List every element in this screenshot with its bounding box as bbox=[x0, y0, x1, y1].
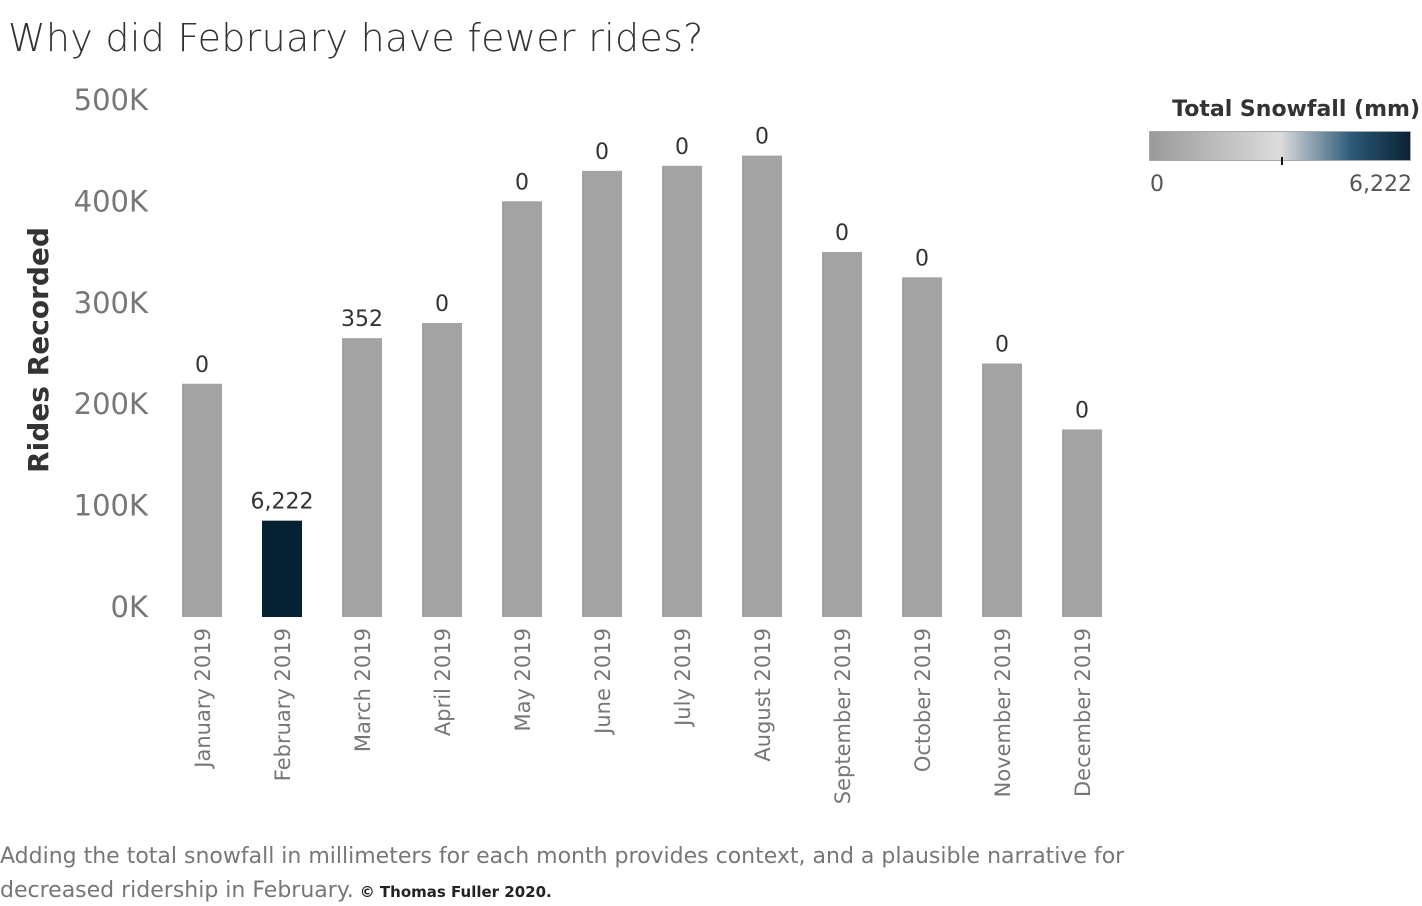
y-tick-label: 400K bbox=[74, 184, 149, 218]
x-axis: January 2019 February 2019 March 2019 April… bbox=[191, 628, 1095, 804]
data-labels: 0 6,222 352 0 0 0 0 0 0 0 0 0 bbox=[195, 125, 1089, 515]
bar bbox=[982, 363, 1022, 617]
x-tick-label: February 2019 bbox=[271, 628, 295, 781]
bar bbox=[582, 170, 622, 617]
caption: Adding the total snowfall in millimeters… bbox=[0, 840, 1140, 906]
y-tick-label: 0K bbox=[111, 590, 149, 624]
copyright-text: © Thomas Fuller 2020. bbox=[359, 883, 552, 901]
bar-data-label: 0 bbox=[1075, 398, 1089, 423]
bar-data-label: 0 bbox=[435, 292, 449, 317]
x-tick-label: December 2019 bbox=[1071, 628, 1095, 797]
bar-data-label: 0 bbox=[195, 353, 209, 378]
y-axis-title: Rides Recorded bbox=[22, 227, 55, 473]
x-tick-label: May 2019 bbox=[511, 628, 535, 732]
y-tick-label: 100K bbox=[74, 489, 149, 523]
bar bbox=[262, 520, 302, 617]
bar bbox=[1062, 429, 1102, 617]
x-tick-label: July 2019 bbox=[671, 628, 695, 728]
y-tick-label: 300K bbox=[74, 286, 149, 320]
legend-min-label: 0 bbox=[1150, 172, 1164, 197]
y-tick-label: 500K bbox=[74, 83, 149, 117]
x-tick-label: June 2019 bbox=[591, 628, 615, 736]
bar bbox=[742, 155, 782, 617]
x-tick-label: March 2019 bbox=[351, 628, 375, 752]
legend-marker bbox=[1281, 157, 1283, 165]
caption-text: Adding the total snowfall in millimeters… bbox=[0, 844, 1125, 903]
bar bbox=[342, 338, 382, 617]
x-tick-label: November 2019 bbox=[991, 628, 1015, 797]
bar-data-label: 352 bbox=[341, 307, 383, 332]
bar bbox=[502, 201, 542, 617]
bar bbox=[902, 277, 942, 617]
x-tick-label: April 2019 bbox=[431, 628, 455, 736]
bar bbox=[422, 322, 462, 617]
bar bbox=[182, 383, 222, 617]
x-tick-label: January 2019 bbox=[191, 628, 215, 770]
x-tick-label: October 2019 bbox=[911, 628, 935, 772]
y-axis: 0K 100K 200K 300K 400K 500K bbox=[74, 83, 149, 624]
legend-title: Total Snowfall (mm) bbox=[1172, 97, 1420, 122]
bar bbox=[662, 165, 702, 617]
bar-data-label: 0 bbox=[915, 246, 929, 271]
chart-title: Why did February have fewer rides? bbox=[8, 16, 704, 60]
bar bbox=[822, 251, 862, 617]
bars bbox=[182, 155, 1102, 617]
bar-data-label: 6,222 bbox=[251, 490, 314, 515]
bar-data-label: 0 bbox=[675, 135, 689, 160]
legend-gradient-bar bbox=[1149, 131, 1411, 161]
x-tick-label: September 2019 bbox=[831, 628, 855, 804]
bar-data-label: 0 bbox=[835, 221, 849, 246]
bar-data-label: 0 bbox=[755, 125, 769, 150]
y-tick-label: 200K bbox=[74, 387, 149, 421]
bar-data-label: 0 bbox=[995, 333, 1009, 358]
bar-data-label: 0 bbox=[515, 170, 529, 195]
bar-data-label: 0 bbox=[595, 140, 609, 165]
x-tick-label: August 2019 bbox=[751, 628, 775, 762]
legend-max-label: 6,222 bbox=[1349, 172, 1412, 197]
